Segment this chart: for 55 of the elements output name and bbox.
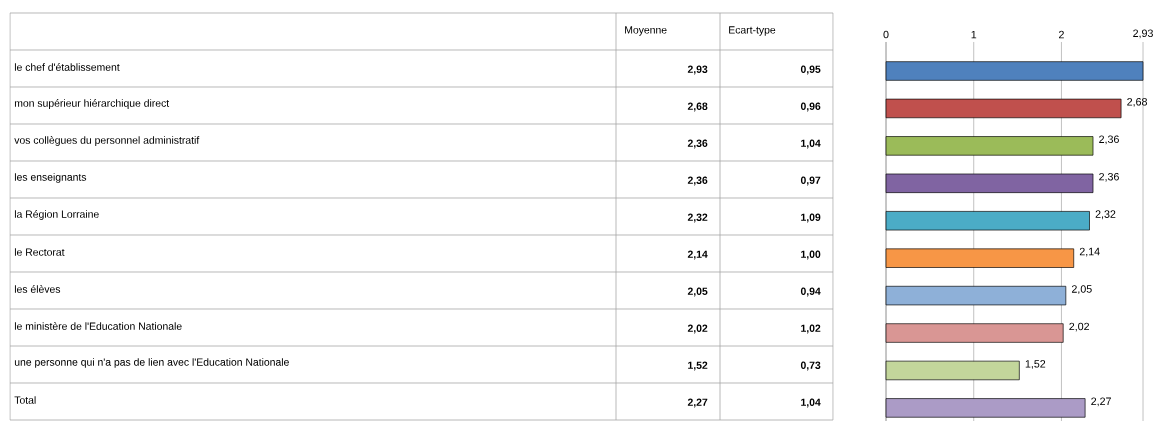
category-label: les élèves <box>14 285 61 293</box>
category-label: le ministère de l'Education Nationale <box>14 322 182 330</box>
data-label: 1,52 <box>688 361 708 371</box>
data-label: 2,36 <box>1099 172 1119 182</box>
category-label: le Rectorat <box>14 248 65 256</box>
category-label: les enseignants <box>14 173 87 183</box>
data-label: 2,32 <box>687 213 708 223</box>
bar <box>885 398 1086 418</box>
data-label: 2,05 <box>1071 285 1092 294</box>
data-label: 2,93 <box>687 65 708 75</box>
bar <box>885 248 1075 268</box>
bar <box>885 323 1064 343</box>
data-label: 2,02 <box>1069 322 1090 332</box>
data-label: 2,02 <box>687 324 708 334</box>
x-tick-label: 0 <box>883 30 889 39</box>
data-label: 0,95 <box>800 65 821 75</box>
data-label: 1,52 <box>1025 360 1046 369</box>
data-label: 2,68 <box>1127 98 1147 107</box>
text: Moyenne <box>625 26 667 36</box>
data-label: 2,32 <box>1095 210 1116 220</box>
bar <box>885 173 1094 193</box>
data-label: 1,02 <box>801 324 821 334</box>
data-label: 0,96 <box>800 102 821 112</box>
data-label: 2,36 <box>1099 135 1119 145</box>
bar <box>885 360 1020 381</box>
data-label: 2,27 <box>687 398 708 408</box>
data-label: 1,00 <box>801 250 821 260</box>
x-tick-label: 2,93 <box>1133 29 1153 39</box>
bar <box>885 61 1144 81</box>
category-label: le chef d'établissement <box>14 63 120 71</box>
bar <box>885 136 1094 156</box>
data-label: 2,05 <box>687 287 708 297</box>
category-label: vos collègues du personnel administratif <box>14 136 200 146</box>
bar <box>885 211 1090 231</box>
data-label: 1,09 <box>801 213 821 223</box>
category-label: Total <box>14 396 36 404</box>
data-label: 2,68 <box>687 102 708 112</box>
data-label: 2,36 <box>687 176 708 186</box>
data-label: 2,36 <box>687 139 708 149</box>
category-label: la Région Lorraine <box>14 210 99 220</box>
data-label: 0,73 <box>800 361 821 371</box>
data-label: 0,97 <box>800 176 821 186</box>
data-label: 1,04 <box>801 398 821 408</box>
text: Ecart-type <box>729 26 776 36</box>
data-label: 2,14 <box>1079 247 1100 257</box>
data-label: 1,04 <box>801 139 821 149</box>
x-tick-label: 2 <box>1059 30 1064 39</box>
bar <box>885 98 1122 119</box>
data-label: 2,14 <box>687 250 708 260</box>
data-label: 0,94 <box>800 287 821 297</box>
x-tick-label: 1 <box>971 30 977 39</box>
category-label: une personne qui n'a pas de lien avec l'Education Nationale <box>14 358 289 368</box>
data-label: 2,27 <box>1091 397 1111 407</box>
category-label: mon supérieur hiérarchique direct <box>14 99 170 109</box>
bar <box>885 285 1067 306</box>
